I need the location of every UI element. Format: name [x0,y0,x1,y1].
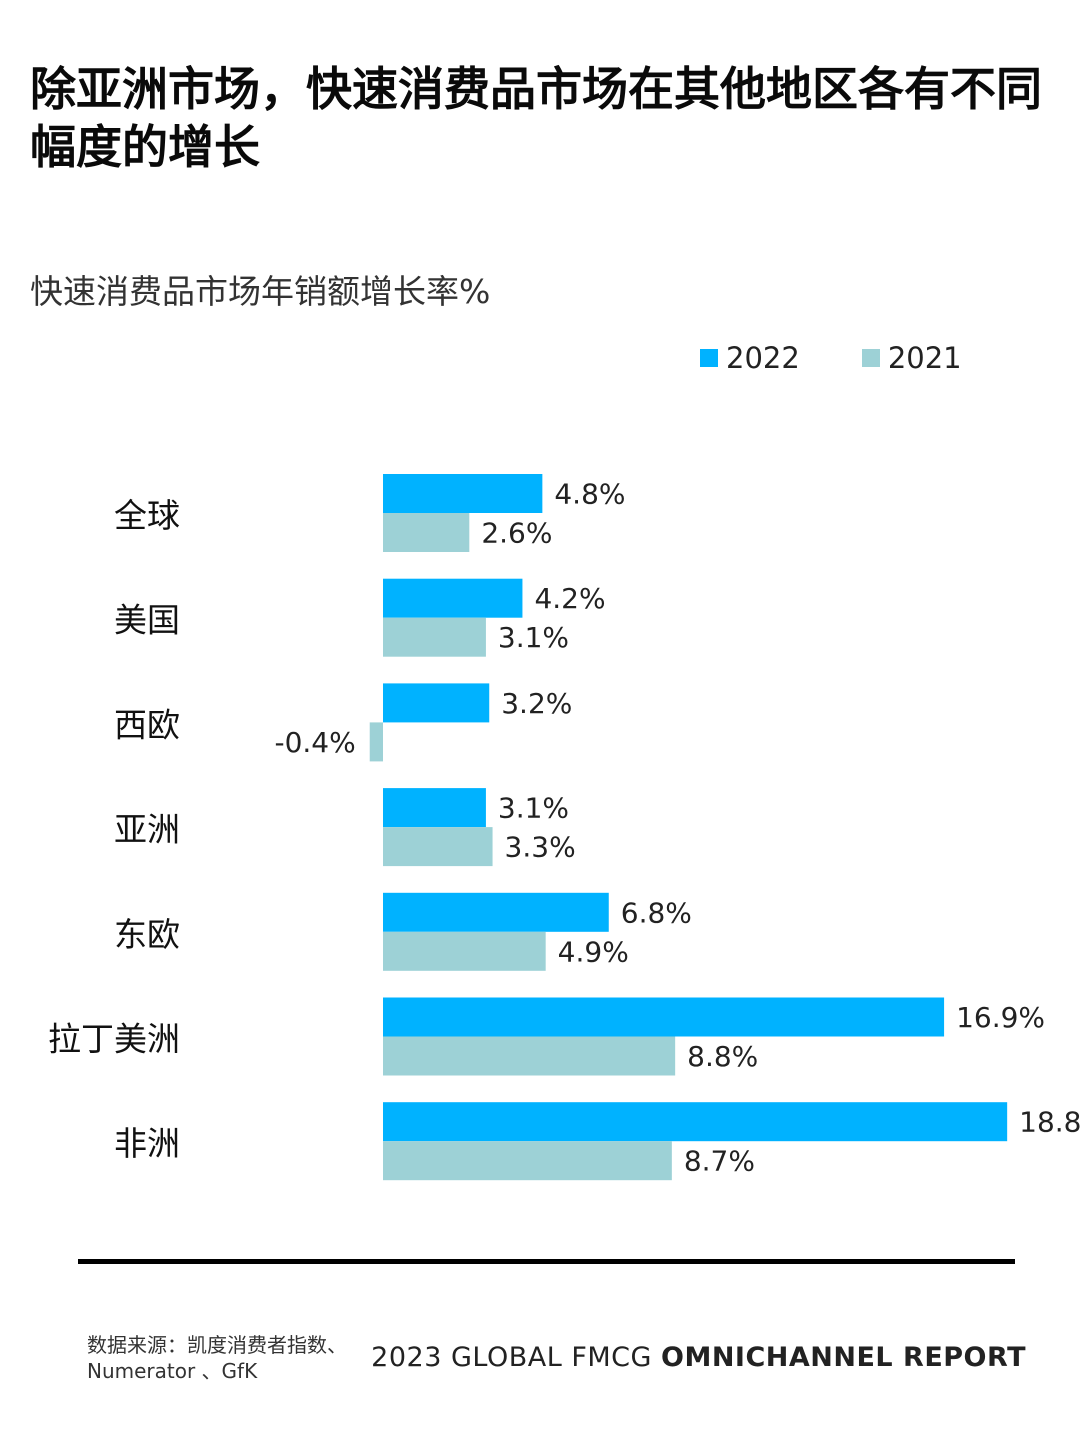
data-source: 数据来源：凯度消费者指数、 Numerator 、GfK [87,1332,387,1384]
data-label-2022: 3.1% [498,792,569,825]
legend-item-2021: 2021 [861,341,962,375]
category-label: 东欧 [114,915,180,954]
source-line-1: 数据来源：凯度消费者指数、 [87,1333,347,1357]
category-label: 非洲 [114,1124,180,1163]
data-label-2022: 6.8% [621,896,692,929]
footer-divider [78,1259,1015,1264]
chart-legend: 2022 2021 [700,338,962,378]
data-label-2021: 8.7% [684,1145,755,1178]
legend-item-2022: 2022 [700,341,800,375]
category-label: 全球 [114,496,180,535]
data-label-2022: 4.8% [554,478,625,511]
data-label-2021: 2.6% [481,517,552,550]
bar-2022 [383,892,609,932]
bar-2022 [383,683,490,723]
data-label-2021: 4.9% [558,935,629,968]
data-label-2022: 4.2% [534,582,605,615]
category-label: 拉丁美洲 [48,1020,180,1059]
report-name: 2023 GLOBAL FMCG OMNICHANNEL REPORT [371,1342,1026,1373]
bar-2021 [383,513,470,552]
bar-2022 [383,997,945,1037]
category-label: 美国 [114,601,180,640]
legend-label-2021: 2021 [887,341,962,375]
bar-2021 [383,617,486,657]
report-name-regular: 2023 GLOBAL FMCG [371,1342,662,1373]
bar-2021 [383,1141,672,1181]
bar-2022 [383,788,486,828]
chart-subtitle: 快速消费品市场年销额增长率% [30,272,491,311]
data-label-2021: 8.8% [687,1040,758,1073]
legend-label-2022: 2022 [726,341,800,375]
data-label-2021: 3.1% [498,621,569,654]
bar-2021 [383,1036,676,1076]
bar-chart: 全球 4.8%2.6% 美国 4.2% 3.1% 西欧 3.2% -0.4% 亚洲 3.1% 3.3… [48,474,1080,1181]
report-name-bold: OMNICHANNEL REPORT [661,1342,1026,1373]
data-label-2022: 3.2% [501,687,572,720]
data-label-2022: 18.8% [1019,1106,1080,1139]
data-label-2021: 3.3% [505,831,576,864]
bar-2021 [383,827,493,867]
bar-2021 [383,931,546,971]
bar-2022 [383,1102,1008,1142]
source-line-2: Numerator 、GfK [87,1359,258,1383]
legend-swatch-2022 [700,349,718,367]
data-label-2021: -0.4% [274,726,355,759]
bar-2022 [383,578,523,618]
data-label-2022: 16.9% [956,1001,1045,1034]
page-title: 除亚洲市场，快速消费品市场在其他地区各有不同幅度的增长 [30,62,1042,174]
legend-swatch-2021 [861,349,880,367]
category-label: 亚洲 [114,810,180,849]
category-label: 西欧 [114,705,180,744]
bar-2021 [369,722,383,762]
bar-2022 [383,474,543,513]
